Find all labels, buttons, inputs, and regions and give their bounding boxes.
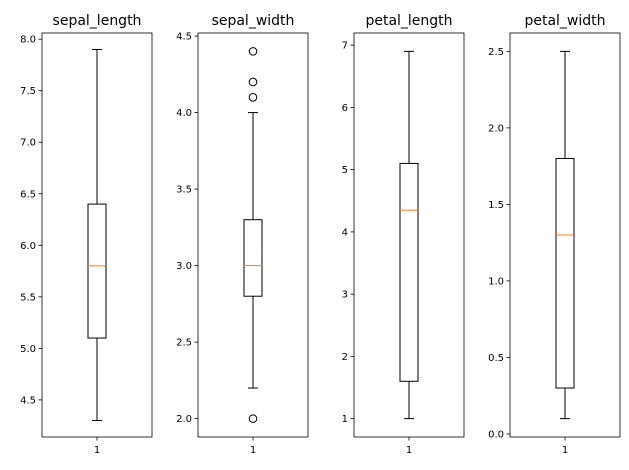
- y-tick-label: 0.5: [488, 353, 504, 364]
- x-tick-label: 1: [406, 445, 412, 456]
- y-tick-label: 6.5: [20, 189, 36, 200]
- subplot-sepal-length: sepal_length 4.5 5.0 5.5 6.0 6.5 7.0 7.5 8.0 1: [20, 13, 153, 456]
- y-tick-label: 3: [342, 290, 348, 301]
- outlier-point: [248, 47, 258, 56]
- subplot-title: sepal_width: [212, 13, 295, 29]
- y-tick-label: 1.5: [488, 200, 504, 211]
- axes-frame: [41, 32, 153, 438]
- y-tick-label: 5.0: [20, 344, 36, 355]
- y-tick-label: 6.0: [20, 241, 36, 252]
- subplot-title: sepal_length: [53, 13, 142, 29]
- y-tick-label: 5.5: [20, 292, 36, 303]
- y-tick-label: 1.0: [488, 276, 504, 287]
- outlier-point: [248, 414, 258, 423]
- x-tick-label: 1: [250, 445, 256, 456]
- subplot-petal-length: petal_length 1 2 3 4 5 6 7 1: [342, 13, 465, 456]
- y-tick-label: 4.5: [176, 32, 192, 43]
- subplot-title: petal_width: [524, 13, 605, 29]
- iqr-box: [399, 162, 419, 382]
- iqr-box: [243, 219, 263, 297]
- y-tick-label: 2.5: [176, 338, 192, 349]
- y-tick-label: 0.0: [488, 429, 504, 440]
- iqr-box: [87, 203, 107, 339]
- y-tick-label: 4: [342, 227, 348, 238]
- subplot-petal-width: petal_width 0.0 0.5 1.0 1.5 2.0 2.5 1: [488, 13, 621, 456]
- y-tick-label: 2.0: [176, 414, 192, 425]
- x-tick-label: 1: [562, 445, 568, 456]
- y-tick-label: 3.0: [176, 261, 192, 272]
- y-tick-label: 2.5: [488, 47, 504, 58]
- y-tick-label: 7.0: [20, 138, 36, 149]
- y-tick-label: 1: [342, 414, 348, 425]
- y-tick-label: 4.0: [176, 108, 192, 119]
- y-tick-label: 7: [342, 41, 348, 52]
- y-tick-label: 5: [342, 165, 348, 176]
- y-tick-label: 8.0: [20, 35, 36, 46]
- x-tick-label: 1: [94, 445, 100, 456]
- outlier-point: [248, 77, 258, 87]
- y-tick-label: 3.5: [176, 185, 192, 196]
- axes-frame: [197, 32, 309, 438]
- subplot-title: petal_length: [365, 13, 452, 29]
- axes-frame: [353, 32, 465, 438]
- axes-frame: [509, 32, 621, 438]
- y-tick-label: 6: [342, 103, 348, 114]
- y-tick-label: 2: [342, 352, 348, 363]
- iqr-box: [555, 157, 575, 389]
- y-tick-label: 7.5: [20, 86, 36, 97]
- outlier-point: [248, 92, 258, 102]
- subplot-sepal-width: sepal_width 2.0 2.5 3.0 3.5 4.0 4.5 1: [176, 13, 309, 456]
- y-tick-label: 2.0: [488, 123, 504, 134]
- y-tick-label: 4.5: [20, 395, 36, 406]
